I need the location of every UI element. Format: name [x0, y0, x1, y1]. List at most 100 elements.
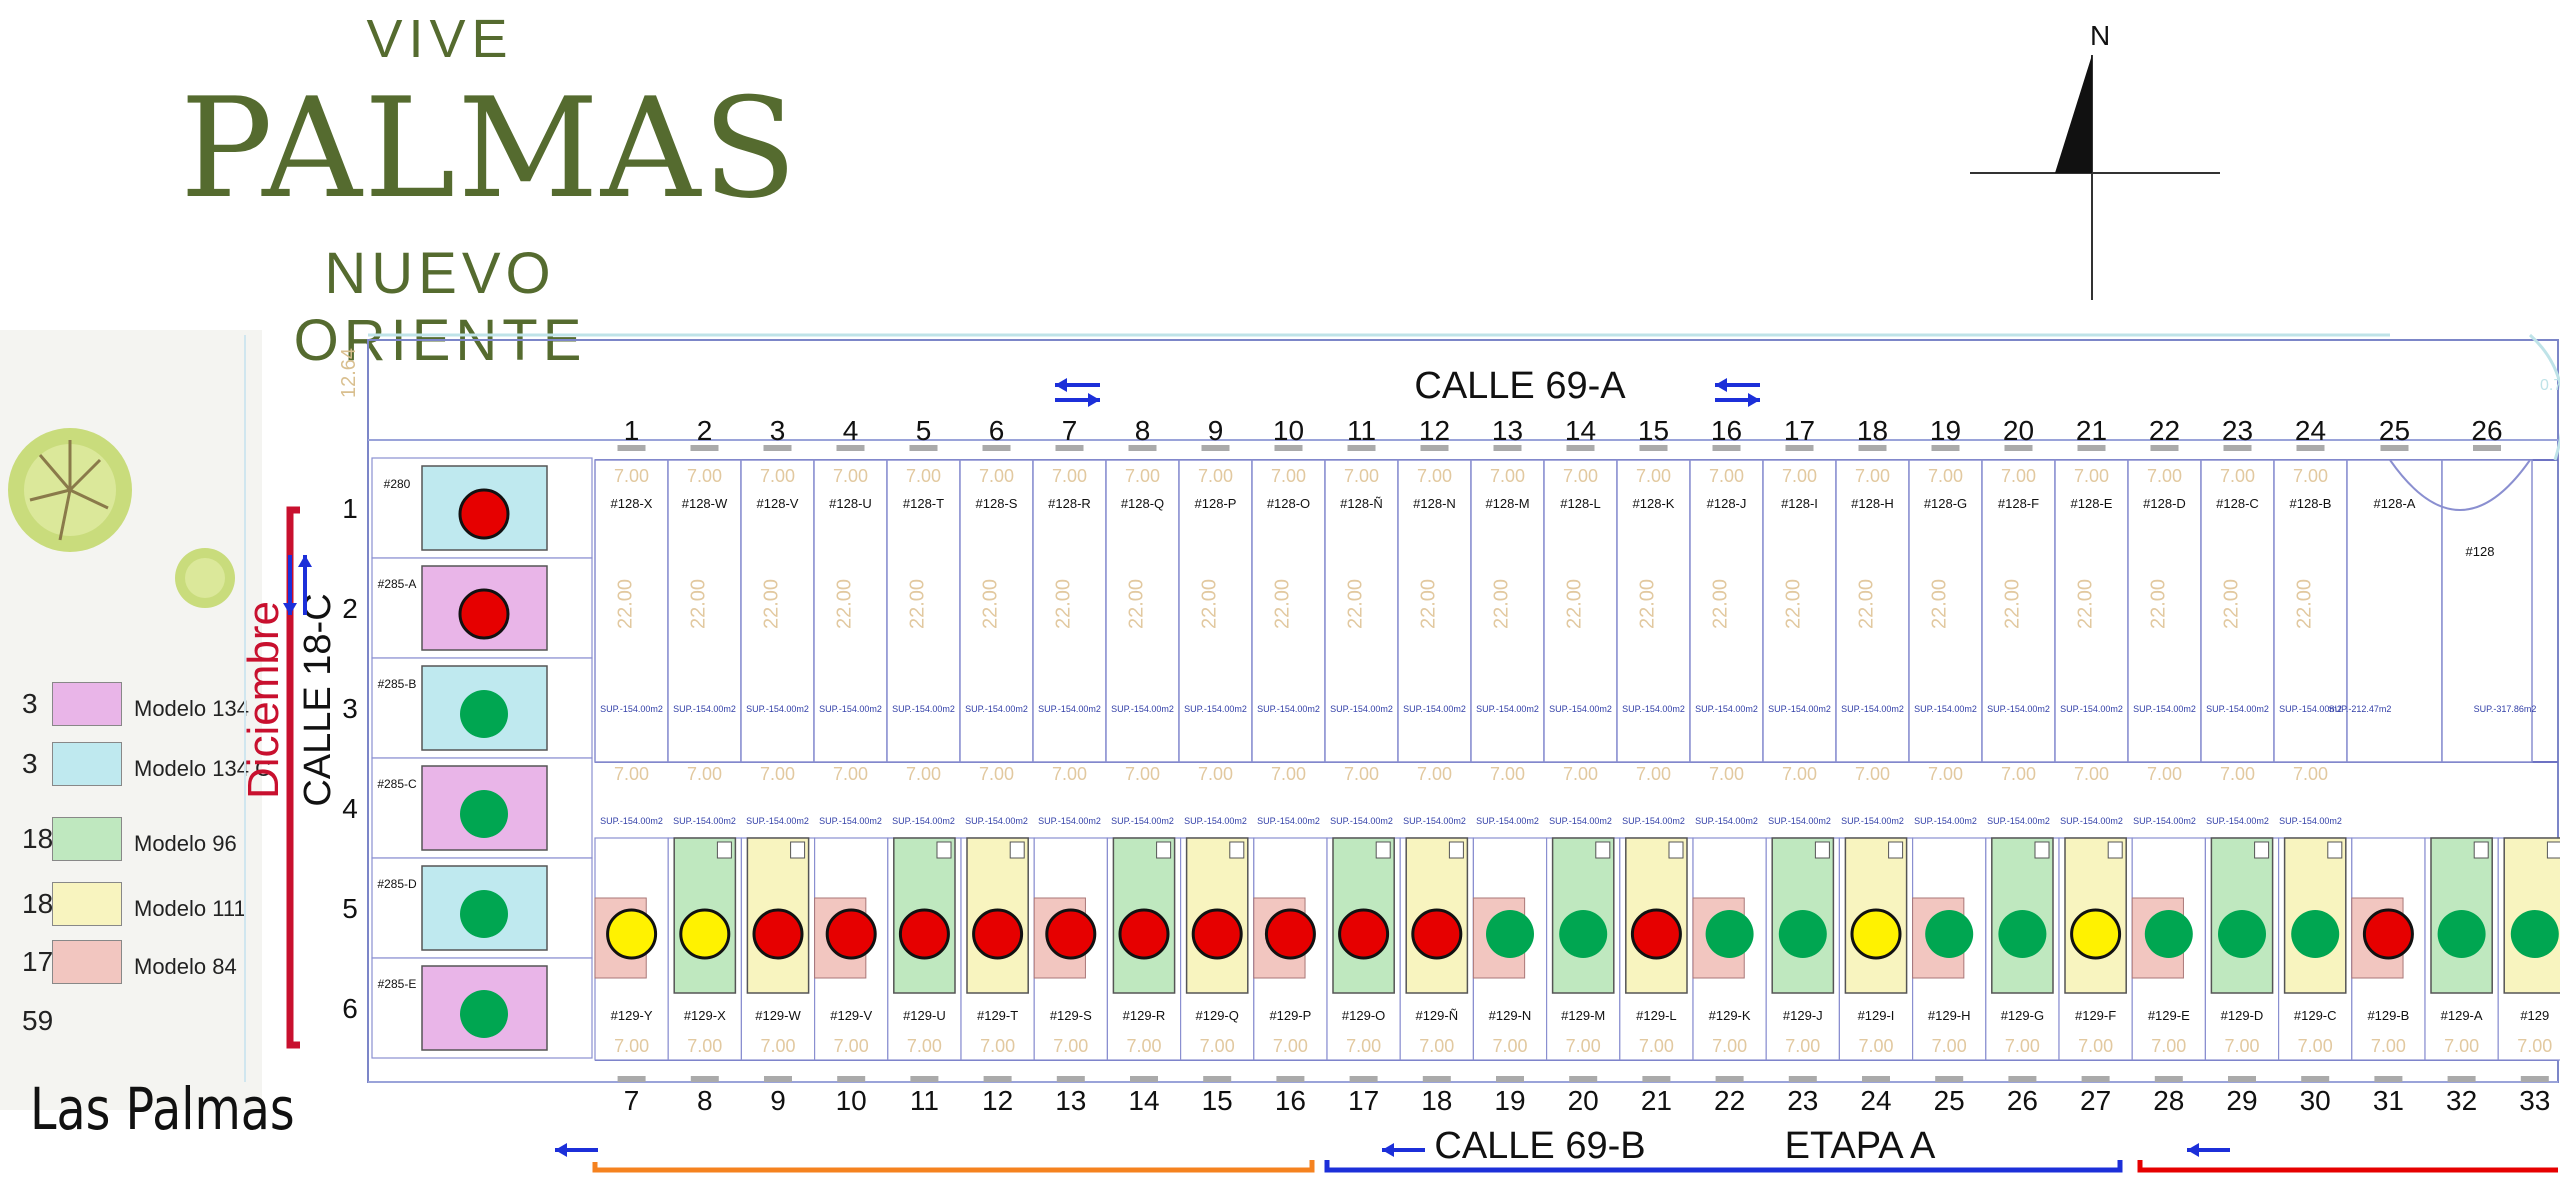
top-lot-number: 1 [624, 415, 640, 446]
top-lot-marker [763, 445, 792, 451]
top-lot-number: 21 [2076, 415, 2107, 446]
top-lot-depth: 22.00 [1637, 579, 1659, 629]
top-lot-code: #128-D [2143, 496, 2186, 511]
mid-lot-area: SUP.-154.00m2 [1330, 816, 1393, 826]
top-lot-code: #128-G [1924, 496, 1967, 511]
top-lot-marker [690, 445, 719, 451]
top-lot-code: #128-L [1560, 496, 1600, 511]
mid-lot-width: 7.00 [1125, 764, 1160, 784]
bottom-lot-code: #129-U [903, 1008, 946, 1023]
top-lot-area: SUP.-154.00m2 [1695, 704, 1758, 714]
top-lot-number: 6 [989, 415, 1005, 446]
stage-label: ETAPA A [1785, 1125, 1936, 1167]
bottom-lot-number: 22 [1714, 1085, 1745, 1116]
top-lot-number: 25 [2379, 415, 2410, 446]
legend-swatch [52, 882, 122, 926]
top-lot-number: 14 [1565, 415, 1596, 446]
top-lot [1616, 459, 1691, 763]
lot-status-marker-green [1705, 910, 1754, 958]
arrow-left-icon-head [1715, 378, 1727, 392]
bottom-lot-marker [2447, 1076, 2476, 1082]
top-lot-marker [1931, 445, 1960, 451]
top-lot-area: SUP.-154.00m2 [1914, 704, 1977, 714]
left-lot-number: 3 [342, 693, 358, 724]
top-lot [1251, 459, 1326, 763]
top-lot-width: 7.00 [2001, 466, 2036, 486]
bottom-lot-width: 7.00 [1126, 1036, 1161, 1056]
bottom-lot-marker [910, 1076, 939, 1082]
top-lot-width: 7.00 [1052, 466, 1087, 486]
bottom-lot-marker [2154, 1076, 2183, 1082]
top-lot-width: 7.00 [833, 466, 868, 486]
lot-status-marker-green [1559, 910, 1608, 958]
top-lot-area: SUP.-154.00m2 [1841, 704, 1904, 714]
house-window [1448, 841, 1464, 859]
top-lot [2441, 459, 2533, 763]
top-lot-marker [2380, 445, 2409, 451]
top-lot-number: 22 [2149, 415, 2180, 446]
top-lot-number: 15 [1638, 415, 1669, 446]
top-lot-width: 7.00 [760, 466, 795, 486]
top-lot-code: #128-Q [1121, 496, 1164, 511]
top-lot-number: 26 [2471, 415, 2502, 446]
top-lot-depth: 22.00 [1491, 579, 1513, 629]
top-lot-area: SUP.-154.00m2 [1184, 704, 1247, 714]
top-lot-number: 13 [1492, 415, 1523, 446]
top-lot-code: #128-E [2071, 496, 2113, 511]
top-right-dim: 0.74 [2540, 377, 2560, 394]
bottom-lot-code: #129-F [2075, 1008, 2116, 1023]
bottom-lot-code: #129-J [1783, 1008, 1823, 1023]
arrow-left-icon-head [2187, 1143, 2199, 1157]
lot-status-marker-red [458, 488, 510, 540]
phase-bar-blue [1324, 1160, 2123, 1173]
bottom-lot-number: 23 [1787, 1085, 1818, 1116]
bottom-lot-number: 7 [624, 1085, 640, 1116]
top-lot-area: SUP.-154.00m2 [1476, 704, 1539, 714]
bottom-lot-code: #129-D [2221, 1008, 2264, 1023]
top-lot-area: SUP.-154.00m2 [1768, 704, 1831, 714]
top-lot-number: 18 [1857, 415, 1888, 446]
top-lot [1397, 459, 1472, 763]
house-window [1009, 841, 1025, 859]
top-lot-code: #128-C [2216, 496, 2259, 511]
top-lot-number: 8 [1135, 415, 1151, 446]
top-lot [2054, 459, 2129, 763]
top-lot-number: 11 [1347, 415, 1376, 446]
top-lot-code: #128-H [1851, 496, 1894, 511]
top-lot-area: SUP.-154.00m2 [2206, 704, 2269, 714]
legend-swatch [52, 940, 122, 984]
bottom-lot-marker [2374, 1076, 2403, 1082]
top-lot-code: #128-W [682, 496, 728, 511]
top-lot-number: 20 [2003, 415, 2034, 446]
lot-status-marker-green [2510, 910, 2559, 958]
cul-de-sac-curve [2389, 459, 2531, 511]
top-lot-marker [2077, 445, 2106, 451]
bottom-lot-width: 7.00 [1492, 1036, 1527, 1056]
bottom-lot-width: 7.00 [1053, 1036, 1088, 1056]
top-lot-marker [2150, 445, 2179, 451]
house-window [2473, 841, 2489, 859]
top-lot-depth: 22.00 [1783, 579, 1805, 629]
lot-status-marker-red [1264, 908, 1316, 960]
top-lot-depth: 22.00 [1418, 579, 1440, 629]
top-lot-width: 7.00 [1125, 466, 1160, 486]
mid-lot-width: 7.00 [2001, 764, 2036, 784]
bottom-lot-marker [2301, 1076, 2330, 1082]
left-lot-number: 4 [342, 793, 358, 824]
top-lot-width: 7.00 [1198, 466, 1233, 486]
brand-line-vive: VIVE [366, 9, 514, 69]
bottom-lot-marker [1715, 1076, 1744, 1082]
bottom-lot-width: 7.00 [2517, 1036, 2552, 1056]
lot-128-label: #128 [2466, 544, 2495, 559]
top-lot-depth: 22.00 [1929, 579, 1951, 629]
house-window [1888, 841, 1904, 859]
top-lot-area: SUP.-154.00m2 [2133, 704, 2196, 714]
top-lot-code: #128-T [903, 496, 944, 511]
house-window [2327, 841, 2343, 859]
mid-lot-area: SUP.-154.00m2 [1549, 816, 1612, 826]
lot-status-marker-red [2362, 908, 2414, 960]
bottom-lot-code: #129-O [1342, 1008, 1385, 1023]
top-lot [1324, 459, 1399, 763]
top-lot-code: #128-Ñ [1340, 496, 1383, 511]
street-label-left: CALLE 18-C [297, 593, 339, 806]
